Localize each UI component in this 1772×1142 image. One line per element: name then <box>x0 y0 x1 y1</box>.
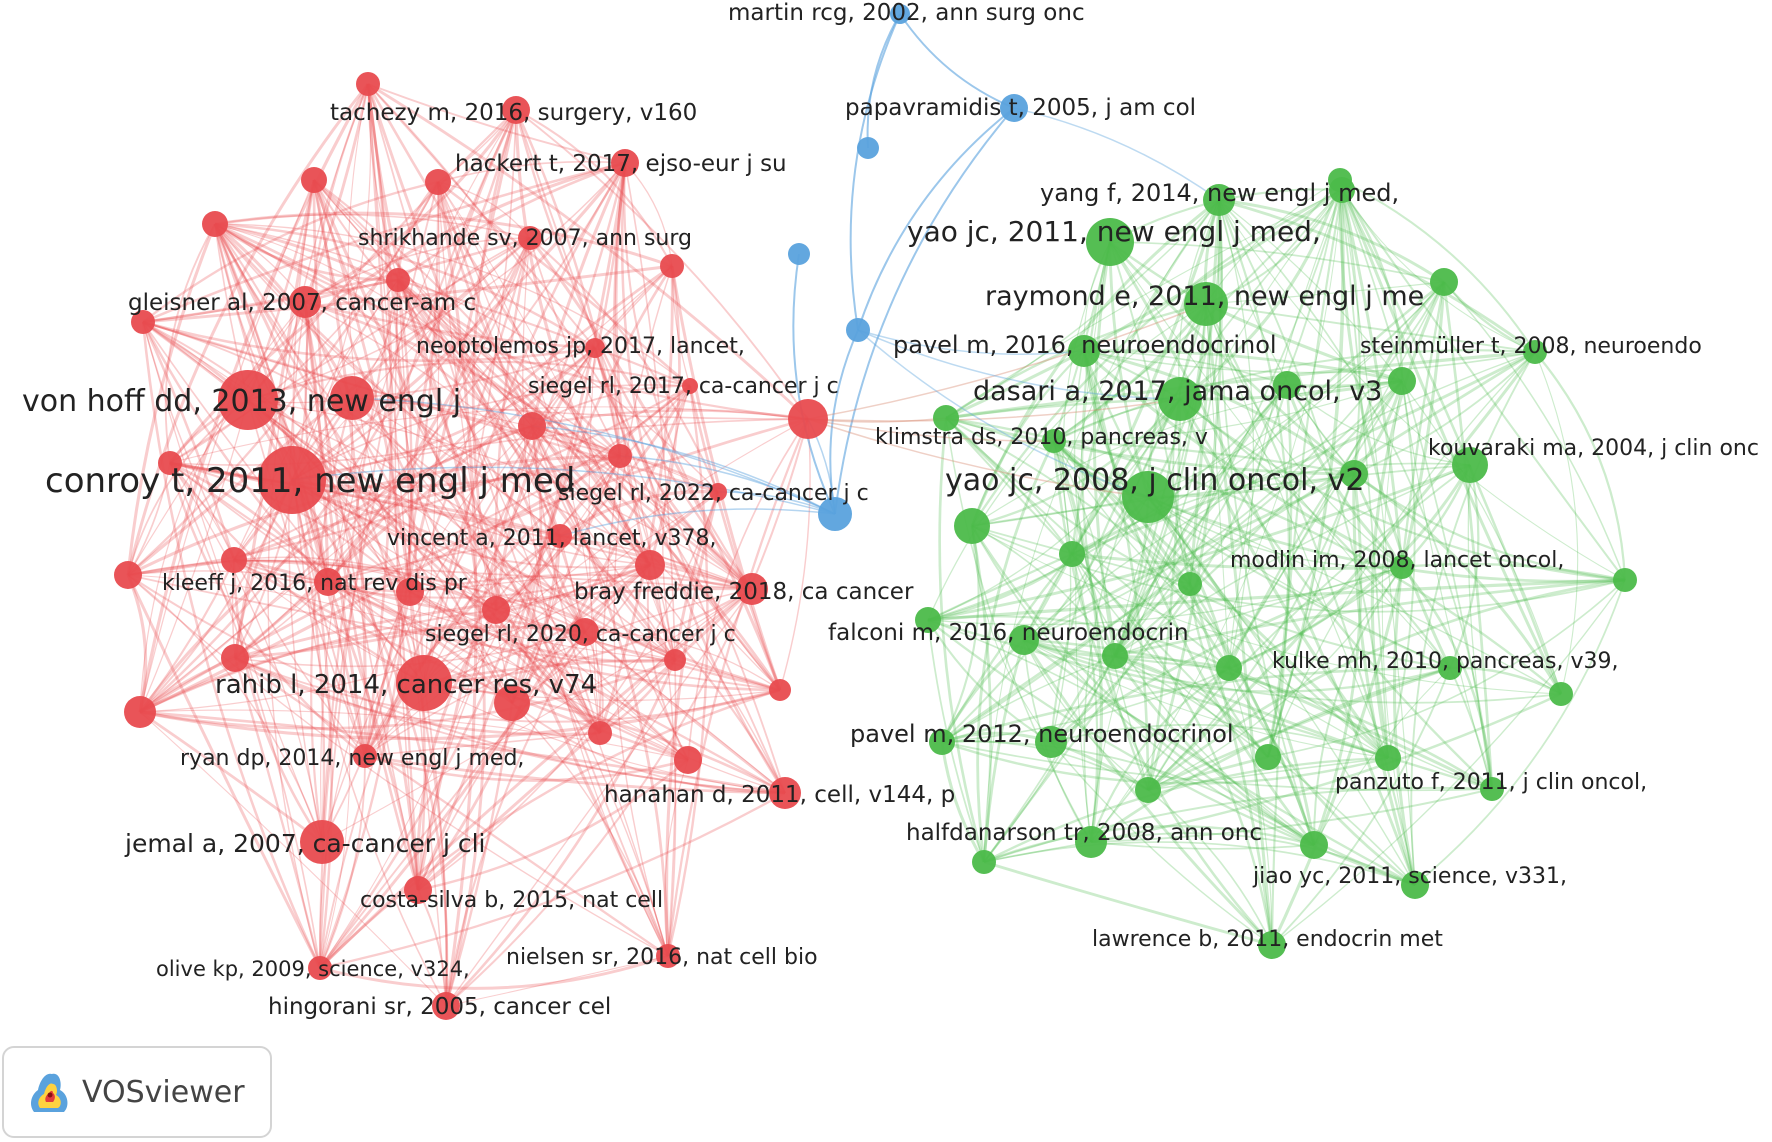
network-node-green[interactable] <box>1178 572 1202 596</box>
node-label: falconi m, 2016, neuroendocrin <box>828 620 1189 646</box>
node-label: hackert t, 2017, ejso-eur j su <box>455 151 787 177</box>
network-node-red[interactable] <box>518 412 546 440</box>
network-node-green[interactable] <box>1430 268 1458 296</box>
node-label: panzuto f, 2011, j clin oncol, <box>1335 770 1647 795</box>
node-label: hanahan d, 2011, cell, v144, p <box>604 782 955 808</box>
network-node-red[interactable] <box>356 72 380 96</box>
network-node-green[interactable] <box>1388 367 1416 395</box>
node-label: yao jc, 2011, new engl j med, <box>907 215 1321 248</box>
citation-link <box>1415 580 1625 885</box>
node-label: modlin im, 2008, lancet oncol, <box>1230 548 1564 573</box>
node-label: siegel rl, 2017, ca-cancer j c <box>528 374 839 399</box>
node-label: kleeff j, 2016, nat rev dis pr <box>162 571 468 596</box>
citation-link <box>900 14 1014 108</box>
network-node-red[interactable] <box>114 561 142 589</box>
network-node-red[interactable] <box>124 696 156 728</box>
node-label: bray freddie, 2018, ca cancer <box>574 579 914 605</box>
network-node-red[interactable] <box>788 399 828 439</box>
node-label: rahib l, 2014, cancer res, v74 <box>215 670 597 700</box>
node-label: klimstra ds, 2010, pancreas, v <box>875 425 1208 450</box>
network-node-red[interactable] <box>769 679 791 701</box>
network-node-green[interactable] <box>972 850 996 874</box>
network-node-green[interactable] <box>1135 777 1161 803</box>
node-label: pavel m, 2012, neuroendocrinol <box>850 720 1234 748</box>
node-label: von hoff dd, 2013, new engl j <box>22 384 461 419</box>
network-node-red[interactable] <box>202 211 228 237</box>
node-label: kouvaraki ma, 2004, j clin onc <box>1428 436 1759 461</box>
node-label: pavel m, 2016, neuroendocrinol <box>893 331 1277 359</box>
network-node-red[interactable] <box>635 550 665 580</box>
node-label: jemal a, 2007, ca-cancer j cli <box>124 829 486 858</box>
vosviewer-logo-text: VOSviewer <box>82 1075 245 1110</box>
network-node-blue[interactable] <box>857 137 879 159</box>
network-node-blue[interactable] <box>788 243 810 265</box>
node-label: vincent a, 2011, lancet, v378, <box>387 526 717 551</box>
vosviewer-logo-icon <box>26 1064 74 1120</box>
network-node-green[interactable] <box>1255 744 1281 770</box>
network-node-green[interactable] <box>1102 643 1128 669</box>
network-node-red[interactable] <box>482 596 510 624</box>
node-label: tachezy m, 2016, surgery, v160 <box>330 100 697 126</box>
network-node-green[interactable] <box>1613 568 1637 592</box>
network-node-red[interactable] <box>301 167 327 193</box>
network-node-red[interactable] <box>664 649 686 671</box>
network-node-green[interactable] <box>1375 745 1401 771</box>
node-label: neoptolemos jp, 2017, lancet, <box>416 334 745 359</box>
node-label: jiao yc, 2011, science, v331, <box>1252 864 1567 889</box>
network-node-red[interactable] <box>425 169 451 195</box>
node-label: steinmüller t, 2008, neuroendo <box>1360 334 1702 359</box>
node-label: siegel rl, 2020, ca-cancer j c <box>425 622 736 647</box>
node-label: costa-silva b, 2015, nat cell <box>360 888 663 913</box>
node-label: yao jc, 2008, j clin oncol, v2 <box>945 463 1364 498</box>
node-label: lawrence b, 2011, endocrin met <box>1092 927 1443 952</box>
node-label: ryan dp, 2014, new engl j med, <box>180 746 524 771</box>
network-node-green[interactable] <box>1059 541 1085 567</box>
node-label: kulke mh, 2010, pancreas, v39, <box>1272 649 1618 674</box>
node-label: siegel rl, 2022, ca-cancer j c <box>558 481 869 506</box>
network-node-red[interactable] <box>608 444 632 468</box>
node-label: gleisner al, 2007, cancer-am c <box>128 290 476 316</box>
node-label: halfdanarson tr, 2008, ann onc <box>906 820 1262 846</box>
node-label: hingorani sr, 2005, cancer cel <box>268 994 611 1020</box>
node-label: papavramidis t, 2005, j am col <box>845 95 1196 121</box>
citation-link <box>780 419 810 690</box>
node-label: nielsen sr, 2016, nat cell bio <box>506 945 818 970</box>
network-node-red[interactable] <box>221 547 247 573</box>
vosviewer-logo: VOSviewer <box>2 1046 272 1138</box>
citation-link <box>128 575 146 712</box>
network-node-red[interactable] <box>588 721 612 745</box>
node-label: conroy t, 2011, new engl j med <box>45 461 575 501</box>
network-node-red[interactable] <box>660 254 684 278</box>
node-label: olive kp, 2009, science, v324, <box>156 957 470 981</box>
node-label: dasari a, 2017, jama oncol, v3 <box>973 376 1382 407</box>
citation-link <box>1272 668 1450 945</box>
node-label: shrikhande sv, 2007, ann surg <box>358 226 692 251</box>
network-node-green[interactable] <box>1549 682 1573 706</box>
network-node-green[interactable] <box>1216 655 1242 681</box>
node-label: yang f, 2014, new engl j med, <box>1040 179 1399 207</box>
citation-link <box>868 14 900 148</box>
network-node-red[interactable] <box>386 268 410 292</box>
network-node-red[interactable] <box>221 644 249 672</box>
network-node-green[interactable] <box>1300 831 1328 859</box>
network-node-green[interactable] <box>954 508 990 544</box>
network-node-red[interactable] <box>674 746 702 774</box>
node-label: raymond e, 2011, new engl j me <box>985 281 1424 312</box>
citation-link <box>851 14 900 330</box>
network-node-blue[interactable] <box>846 318 870 342</box>
node-label: martin rcg, 2002, ann surg onc <box>728 0 1085 26</box>
